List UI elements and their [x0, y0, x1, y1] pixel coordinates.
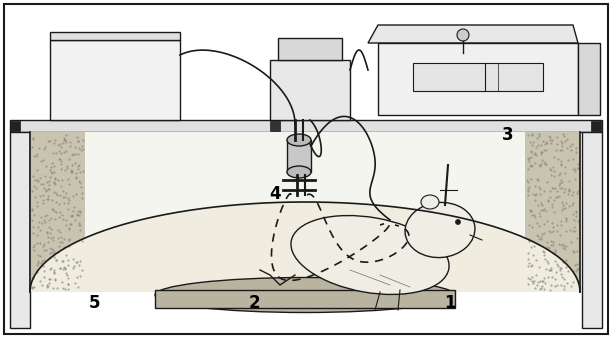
Text: 1: 1 — [444, 293, 455, 312]
Ellipse shape — [405, 202, 475, 258]
Bar — [525, 132, 580, 292]
Bar — [270, 121, 280, 131]
Bar — [270, 60, 350, 120]
Bar — [287, 140, 311, 172]
Circle shape — [455, 219, 460, 224]
Bar — [582, 132, 602, 328]
Bar — [10, 132, 30, 328]
Polygon shape — [368, 25, 578, 43]
Bar — [10, 120, 602, 132]
Bar — [413, 63, 543, 91]
Text: 3: 3 — [502, 126, 513, 144]
Circle shape — [457, 29, 469, 41]
Ellipse shape — [291, 216, 449, 294]
Bar — [378, 43, 578, 115]
Ellipse shape — [287, 134, 311, 146]
Bar — [85, 132, 525, 292]
PathPatch shape — [30, 202, 580, 292]
Text: 5: 5 — [89, 293, 100, 312]
Ellipse shape — [287, 166, 311, 178]
Ellipse shape — [155, 277, 455, 313]
Bar — [50, 32, 180, 40]
Bar — [578, 43, 600, 115]
Bar — [10, 121, 20, 131]
Bar — [155, 290, 455, 308]
Text: 2: 2 — [248, 293, 259, 312]
Bar — [278, 38, 342, 60]
Bar — [30, 132, 85, 292]
Bar — [50, 40, 180, 120]
Ellipse shape — [421, 195, 439, 209]
Bar — [591, 121, 601, 131]
Text: 4: 4 — [270, 185, 281, 203]
